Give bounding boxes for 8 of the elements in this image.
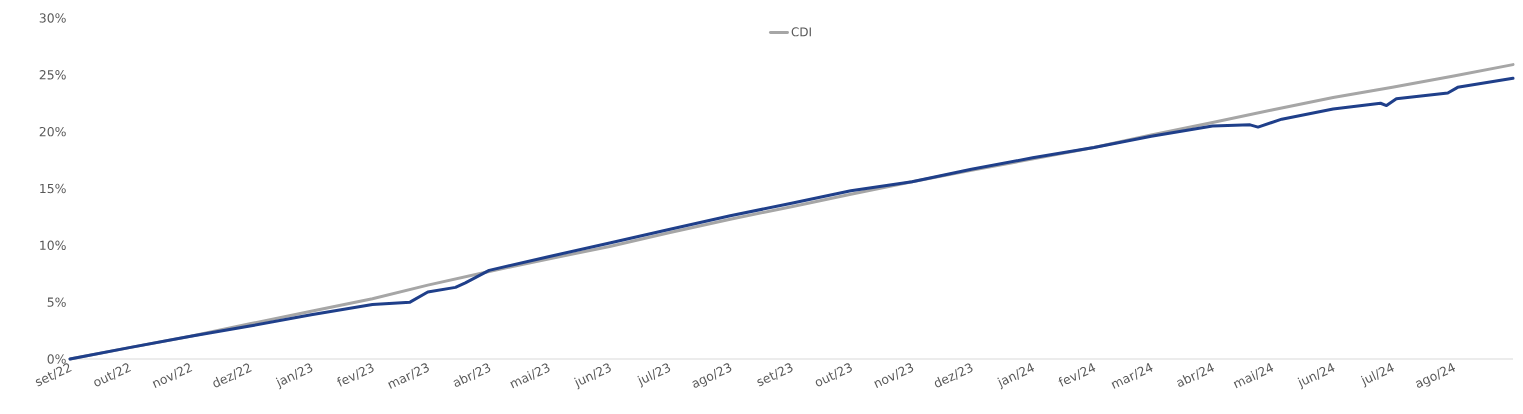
y-tick-label: 0% [47,354,66,364]
y-tick-label: 30% [39,13,66,23]
legend-label: CDI [791,27,811,37]
y-tick-label: 10% [40,240,66,251]
y-tick-label: 5% [47,297,66,307]
y-tick-label: 15% [40,183,66,194]
y-tick-label: 20% [39,126,66,137]
y-tick-label: 25% [39,70,66,80]
